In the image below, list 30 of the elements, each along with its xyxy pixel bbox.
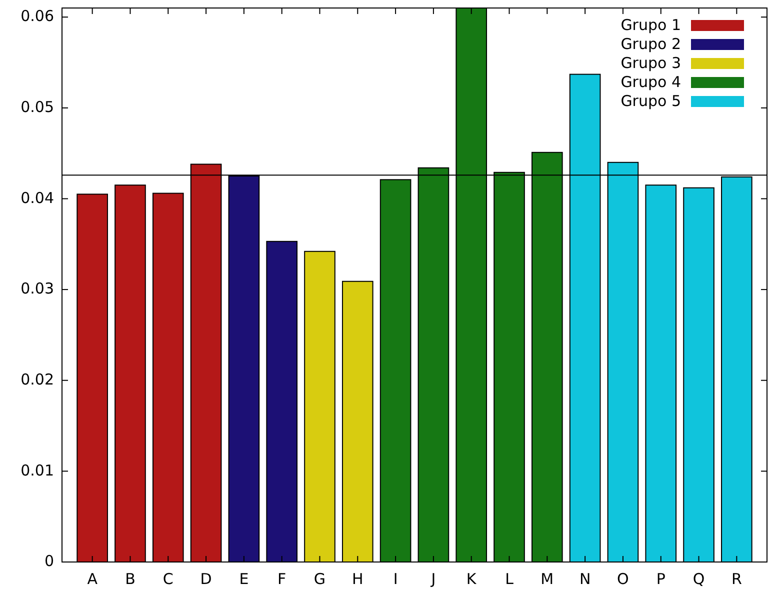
x-tick-label: D: [200, 570, 212, 588]
x-tick-label: A: [87, 570, 98, 588]
x-tick-label: G: [314, 570, 326, 588]
legend-label: Grupo 1: [620, 16, 681, 34]
legend-label: Grupo 5: [620, 92, 681, 110]
x-tick-label: L: [505, 570, 514, 588]
x-tick-label: M: [540, 570, 554, 588]
x-tick-label: K: [466, 570, 478, 588]
x-tick-label: Q: [692, 570, 705, 588]
y-tick-label: 0.06: [20, 7, 54, 26]
x-tick-label: O: [617, 570, 629, 588]
y-tick-label: 0.02: [20, 370, 54, 388]
x-tick-label: J: [430, 570, 436, 588]
x-tick-label: E: [239, 570, 249, 588]
legend-label: Grupo 3: [620, 54, 681, 72]
x-tick-label: C: [162, 570, 174, 588]
x-tick-label: B: [125, 570, 136, 588]
y-tick-label: 0.03: [20, 280, 54, 298]
x-tick-label: H: [352, 570, 364, 588]
y-tick-label: 0.04: [20, 188, 54, 207]
y-tick-label: 0: [44, 552, 54, 570]
x-tick-label: R: [731, 570, 742, 588]
legend-label: Grupo 4: [620, 73, 681, 92]
x-tick-label: F: [278, 570, 286, 588]
y-tick-label: 0.05: [20, 98, 54, 116]
x-tick-label: P: [656, 570, 666, 588]
legend-label: Grupo 2: [620, 35, 681, 54]
x-tick-label: N: [579, 570, 591, 588]
x-tick-label: I: [393, 570, 398, 588]
y-tick-label: 0.01: [20, 461, 54, 480]
